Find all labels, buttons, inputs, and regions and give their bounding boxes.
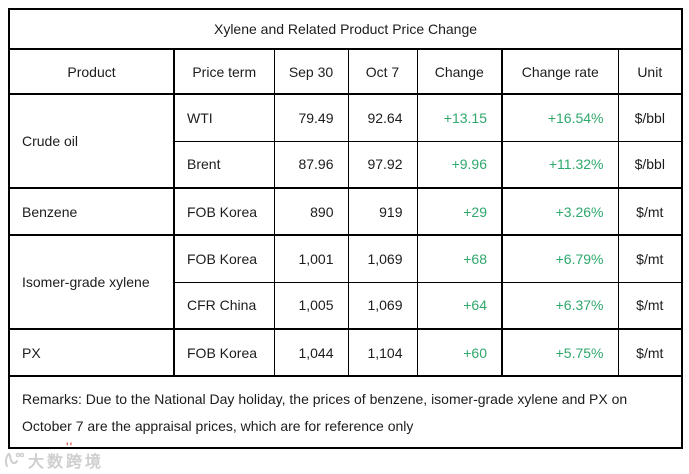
price-table: Xylene and Related Product Price Change … bbox=[8, 8, 684, 449]
cell-unit: $/bbl bbox=[617, 140, 683, 189]
cell-unit: $/mt bbox=[617, 328, 683, 377]
cell-sep30: 79.49 bbox=[273, 93, 349, 142]
cell-product-isomer-grade-xylene: Isomer-grade xylene bbox=[8, 234, 175, 330]
cell-unit: $/mt bbox=[617, 234, 683, 283]
cell-product-benzene: Benzene bbox=[8, 187, 175, 236]
cell-change: +13.15 bbox=[416, 93, 503, 142]
table-row-benzene: Benzene FOB Korea 890 919 +29 +3.26% $/m… bbox=[8, 187, 683, 236]
title-row: Xylene and Related Product Price Change bbox=[8, 8, 683, 50]
cell-change: +9.96 bbox=[416, 140, 503, 189]
cell-sep30: 1,005 bbox=[273, 281, 349, 330]
cell-change: +68 bbox=[416, 234, 503, 283]
cell-change-rate: +16.54% bbox=[501, 93, 619, 142]
cell-change: +64 bbox=[416, 281, 503, 330]
cell-oct7: 1,069 bbox=[347, 234, 418, 283]
cell-price-term: FOB Korea bbox=[173, 187, 275, 236]
header-row: Product Price term Sep 30 Oct 7 Change C… bbox=[8, 48, 683, 95]
col-header-sep30: Sep 30 bbox=[273, 48, 349, 95]
cell-price-term: WTI bbox=[173, 93, 275, 142]
cell-price-term: Brent bbox=[173, 140, 275, 189]
cell-unit: $/mt bbox=[617, 281, 683, 330]
table-row-isomer-cfr-china: CFR China 1,005 1,069 +64 +6.37% $/mt bbox=[9, 281, 683, 330]
cell-unit: $/bbl bbox=[617, 93, 683, 142]
watermark-logo-icon bbox=[4, 452, 24, 467]
cell-change-rate: +3.26% bbox=[501, 187, 619, 236]
watermark: 大数跨境 '' bbox=[4, 441, 105, 472]
col-header-change: Change bbox=[416, 48, 503, 95]
cell-oct7: 1,104 bbox=[347, 328, 418, 377]
col-header-price-term: Price term bbox=[173, 48, 275, 95]
table-row-wti: Crude oil WTI 79.49 92.64 +13.15 +16.54%… bbox=[8, 93, 683, 189]
col-header-unit: Unit bbox=[617, 48, 683, 95]
cell-price-term: FOB Korea bbox=[173, 234, 275, 283]
table-row-isomer-fob-korea: Isomer-grade xylene FOB Korea 1,001 1,06… bbox=[8, 234, 683, 330]
cell-oct7: 92.64 bbox=[347, 93, 418, 142]
cell-change: +29 bbox=[416, 187, 503, 236]
cell-oct7: 919 bbox=[347, 187, 418, 236]
cell-price-term: CFR China bbox=[173, 281, 275, 330]
col-header-oct7: Oct 7 bbox=[347, 48, 418, 95]
cell-product-crude-oil: Crude oil bbox=[8, 93, 175, 189]
table-row-brent: Brent 87.96 97.92 +9.96 +11.32% $/bbl bbox=[9, 140, 683, 189]
cell-price-term: FOB Korea bbox=[173, 328, 275, 377]
cell-change-rate: +11.32% bbox=[501, 140, 619, 189]
watermark-text: 大数跨境 bbox=[28, 454, 105, 471]
cell-oct7: 1,069 bbox=[347, 281, 418, 330]
cell-sep30: 1,044 bbox=[273, 328, 349, 377]
cell-sep30: 87.96 bbox=[273, 140, 349, 189]
cell-product-px: PX bbox=[8, 328, 175, 377]
table-row-px: PX FOB Korea 1,044 1,104 +60 +5.75% $/mt bbox=[8, 328, 683, 377]
remarks-text: Remarks: Due to the National Day holiday… bbox=[8, 375, 683, 449]
col-header-change-rate: Change rate bbox=[501, 48, 619, 95]
cell-change-rate: +5.75% bbox=[501, 328, 619, 377]
cell-sep30: 890 bbox=[273, 187, 349, 236]
cell-sep30: 1,001 bbox=[273, 234, 349, 283]
cell-change: +60 bbox=[416, 328, 503, 377]
cell-unit: $/mt bbox=[617, 187, 683, 236]
cell-change-rate: +6.79% bbox=[501, 234, 619, 283]
cell-change-rate: +6.37% bbox=[501, 281, 619, 330]
cell-oct7: 97.92 bbox=[347, 140, 418, 189]
page-title: Xylene and Related Product Price Change bbox=[8, 8, 683, 50]
col-header-product: Product bbox=[8, 48, 175, 95]
remarks-row: Remarks: Due to the National Day holiday… bbox=[8, 375, 683, 449]
